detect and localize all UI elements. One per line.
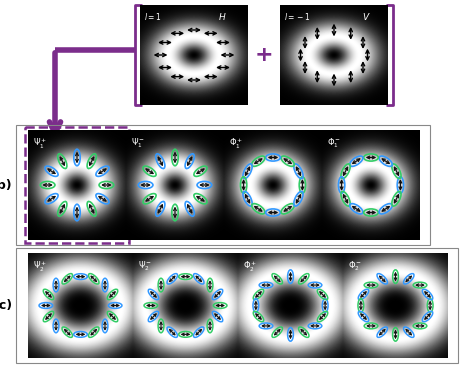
Text: (c): (c) bbox=[0, 299, 13, 312]
Text: $\Phi_1^-$: $\Phi_1^-$ bbox=[327, 137, 341, 150]
Text: +: + bbox=[255, 45, 273, 65]
Text: $\Phi_1^+$: $\Phi_1^+$ bbox=[229, 137, 243, 151]
Text: $\Psi_1^+$: $\Psi_1^+$ bbox=[33, 137, 47, 151]
Text: $\Psi_1^-$: $\Psi_1^-$ bbox=[131, 137, 145, 150]
Text: $\Phi_2^-$: $\Phi_2^-$ bbox=[348, 259, 362, 273]
Text: $\mathit{l}=-1$: $\mathit{l}=-1$ bbox=[284, 11, 311, 22]
Bar bbox=[16, 125, 430, 245]
Text: $\Phi_2^+$: $\Phi_2^+$ bbox=[243, 259, 257, 273]
Text: $\Psi_2^+$: $\Psi_2^+$ bbox=[33, 259, 47, 273]
Text: $\Psi_2^-$: $\Psi_2^-$ bbox=[138, 259, 152, 273]
Text: $\mathit{H}$: $\mathit{H}$ bbox=[219, 11, 227, 22]
Bar bbox=[16, 248, 458, 363]
Text: (a): (a) bbox=[282, 7, 302, 20]
Text: $\mathit{l}=1$: $\mathit{l}=1$ bbox=[144, 11, 162, 22]
Text: (b): (b) bbox=[0, 179, 13, 191]
Text: $\mathit{V}$: $\mathit{V}$ bbox=[362, 11, 371, 22]
